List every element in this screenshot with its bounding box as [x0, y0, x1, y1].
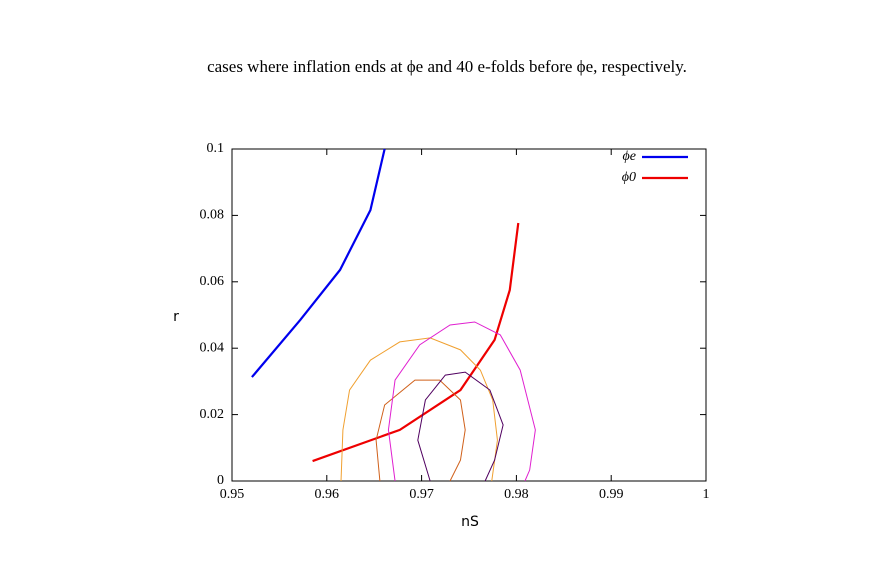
x-tick-label: 0.97: [409, 487, 434, 502]
y-tick-label: 0: [217, 473, 224, 488]
y-tick-label: 0.04: [200, 340, 225, 355]
series-line: [417, 371, 504, 482]
y-tick-label: 0.06: [200, 274, 225, 289]
x-axis-label: nS: [461, 514, 479, 530]
y-tick-label: 0.02: [200, 407, 225, 422]
series-line: [375, 379, 466, 482]
x-tick-label: 0.96: [315, 487, 340, 502]
y-tick-label: 0.1: [207, 141, 225, 156]
series-line: [387, 321, 536, 482]
series-line: [340, 337, 498, 482]
y-tick-label: 0.08: [200, 208, 225, 223]
series-line: [251, 148, 386, 378]
x-tick-label: 0.99: [599, 487, 624, 502]
x-tick-label: 0.95: [220, 487, 245, 502]
x-tick-label: 1: [703, 487, 710, 502]
caption: cases where inflation ends at ϕe and 40 …: [207, 57, 687, 76]
series-line: [312, 222, 520, 463]
y-axis-label: r: [173, 309, 179, 325]
legend-label: ϕe: [623, 149, 636, 164]
plot-frame: [231, 148, 707, 482]
x-tick-label: 0.98: [504, 487, 529, 502]
legend-label: ϕ0: [622, 170, 636, 185]
